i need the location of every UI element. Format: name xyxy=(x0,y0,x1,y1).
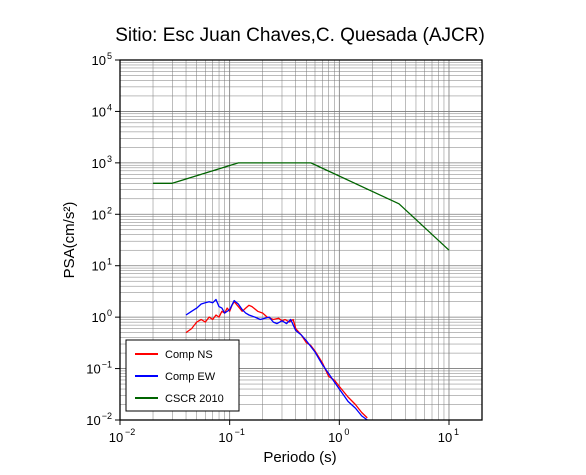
legend-label-cscr-2010: CSCR 2010 xyxy=(165,393,224,405)
y-tick-label: 10 xyxy=(92,156,106,171)
y-tick-label: 10 xyxy=(92,207,106,222)
y-tick-exponent: −1 xyxy=(102,360,112,370)
legend-label-comp-ew: Comp EW xyxy=(165,371,216,383)
y-tick-exponent: 0 xyxy=(107,308,112,318)
series-line-comp-ns xyxy=(185,301,368,419)
legend: Comp NS Comp EW CSCR 2010 xyxy=(125,339,240,412)
y-tick-exponent: 3 xyxy=(107,154,112,164)
y-tick-label: 10 xyxy=(92,53,106,68)
y-tick-label: 10 xyxy=(86,362,100,377)
x-tick-label: 10 xyxy=(438,430,452,445)
y-axis-label: PSA(cm/s²) xyxy=(61,202,78,279)
y-tick-exponent: 1 xyxy=(107,257,112,267)
y-tick-exponent: 5 xyxy=(107,51,112,61)
x-tick-exponent: −2 xyxy=(125,427,135,437)
legend-label-comp-ns: Comp NS xyxy=(165,349,213,361)
y-tick-exponent: 4 xyxy=(107,102,112,112)
data-series xyxy=(153,162,450,421)
x-tick-label: 10 xyxy=(218,430,232,445)
series-line-comp-ew xyxy=(185,298,368,421)
y-tick-exponent: 2 xyxy=(107,205,112,215)
x-tick-exponent: 1 xyxy=(454,427,459,437)
y-tick-label: 10 xyxy=(92,104,106,119)
x-tick-label: 10 xyxy=(328,430,342,445)
x-tick-label: 10 xyxy=(109,430,123,445)
x-axis-label: Periodo (s) xyxy=(263,449,336,466)
plot-frame xyxy=(119,59,483,421)
y-tick-label: 10 xyxy=(86,413,100,428)
x-tick-exponent: −1 xyxy=(235,427,245,437)
y-tick-exponent: −2 xyxy=(102,411,112,421)
chart-title: Sitio: Esc Juan Chaves,C. Quesada (AJCR) xyxy=(115,25,485,46)
y-tick-label: 10 xyxy=(92,259,106,274)
series-line-cscr-2010 xyxy=(153,162,450,251)
y-tick-label: 10 xyxy=(92,310,106,325)
x-tick-exponent: 0 xyxy=(344,427,349,437)
